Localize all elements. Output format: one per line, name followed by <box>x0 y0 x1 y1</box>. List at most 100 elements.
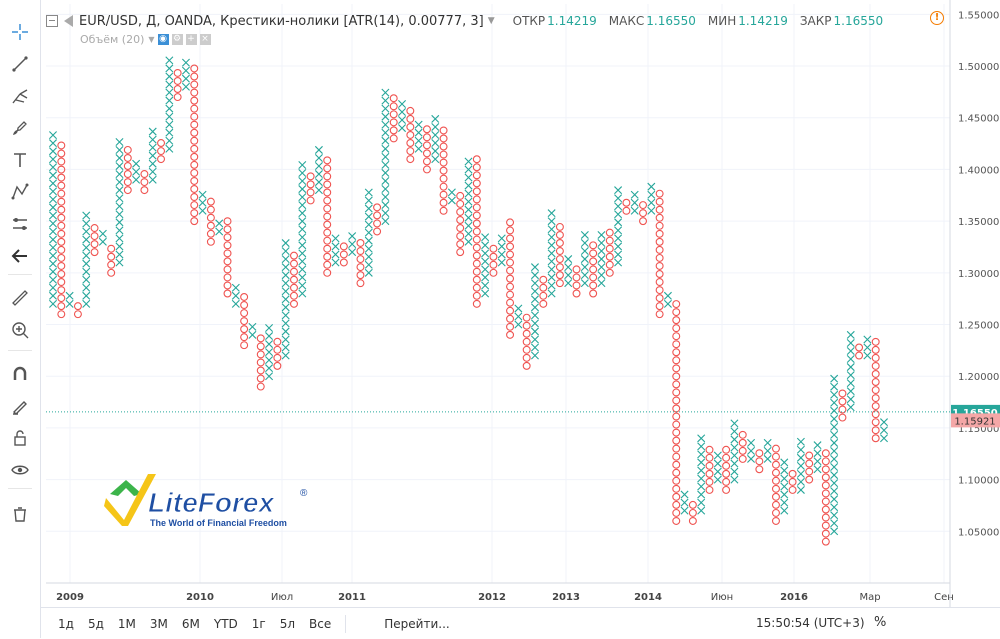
clock[interactable]: 15:50:54 (UTC+3) <box>756 616 865 630</box>
timeframe-button[interactable]: 5л <box>279 616 296 631</box>
timeframe-button[interactable]: Все <box>309 616 332 631</box>
timeframe-button[interactable]: 3М <box>149 616 168 631</box>
o-mark <box>672 444 681 453</box>
collapse-icon[interactable] <box>46 15 58 27</box>
plus-icon[interactable]: + <box>185 33 197 45</box>
x-tick-label: 2013 <box>552 592 580 603</box>
trend-line-icon[interactable] <box>6 50 34 78</box>
x-mark <box>115 186 124 195</box>
x-mark <box>132 175 141 184</box>
x-mark <box>181 82 190 91</box>
o-mark <box>672 484 681 493</box>
o-mark <box>472 275 481 284</box>
o-mark <box>140 186 149 195</box>
symbol-title[interactable]: EUR/USD, Д, OANDA, Крестики-нолики [ATR(… <box>79 13 484 29</box>
timeframe-button[interactable]: YTD <box>213 616 238 631</box>
x-mark <box>98 237 107 246</box>
warning-icon[interactable]: ! <box>930 11 944 25</box>
o-mark <box>855 343 864 352</box>
chevron-down-icon[interactable]: ▼ <box>487 16 495 26</box>
timeframe-button[interactable]: 1д <box>58 616 74 631</box>
settings-icon[interactable]: ⚙ <box>171 33 183 45</box>
magnet-icon[interactable] <box>6 360 34 388</box>
volume-label[interactable]: Объём (20) <box>80 32 145 46</box>
timeframe-button[interactable]: 5д <box>87 616 104 631</box>
x-mark <box>115 210 124 219</box>
x-mark <box>48 235 58 244</box>
o-mark <box>472 179 481 188</box>
eye-icon[interactable]: ◉ <box>157 33 169 45</box>
o-mark <box>389 118 398 127</box>
x-mark <box>547 241 556 250</box>
x-mark <box>281 327 290 336</box>
previous-price-badge <box>951 413 1000 428</box>
x-mark <box>48 147 58 156</box>
o-mark <box>339 258 348 267</box>
x-mark <box>614 186 623 195</box>
o-mark <box>672 420 681 429</box>
o-mark <box>871 337 880 346</box>
percent-scale-button[interactable]: % <box>874 615 887 630</box>
o-mark <box>206 205 215 214</box>
o-mark <box>57 165 66 174</box>
x-mark <box>680 490 689 499</box>
timeframe-button[interactable]: 1г <box>251 616 266 631</box>
x-mark <box>431 147 440 156</box>
x-mark <box>464 181 473 190</box>
o-column <box>73 302 82 319</box>
o-mark <box>688 516 697 525</box>
pattern-icon[interactable] <box>6 178 34 206</box>
o-mark <box>323 236 332 245</box>
o-mark <box>722 445 731 454</box>
x-mark <box>830 471 839 480</box>
x-mark <box>364 268 373 277</box>
x-mark <box>381 104 390 113</box>
chevron-down-icon[interactable]: ▼ <box>148 34 155 44</box>
o-mark <box>871 361 880 370</box>
x-mark <box>381 144 390 153</box>
x-column <box>364 188 373 277</box>
x-mark <box>115 146 124 155</box>
eye-icon[interactable] <box>6 456 34 484</box>
o-mark <box>389 134 398 143</box>
pitchfork-icon[interactable] <box>6 82 34 110</box>
text-icon[interactable] <box>6 146 34 174</box>
x-mark <box>763 438 772 447</box>
zoom-icon[interactable] <box>6 316 34 344</box>
x-mark <box>780 466 789 475</box>
trash-icon[interactable] <box>6 500 34 528</box>
brush-icon[interactable] <box>6 114 34 142</box>
o-mark <box>73 310 82 319</box>
o-mark <box>805 451 814 460</box>
x-mark <box>364 212 373 221</box>
x-mark <box>298 257 307 266</box>
x-mark <box>514 312 523 321</box>
ruler-icon[interactable] <box>6 284 34 312</box>
x-mark <box>165 136 174 145</box>
x-mark <box>265 348 274 357</box>
goto-date-button[interactable]: Перейти... <box>384 616 450 631</box>
o-mark <box>389 94 398 103</box>
close-icon[interactable]: × <box>199 33 211 45</box>
back-arrow-icon[interactable] <box>6 242 34 270</box>
timeframe-button[interactable]: 6М <box>181 616 200 631</box>
x-mark <box>530 343 539 352</box>
lock-icon[interactable] <box>6 424 34 452</box>
o-mark <box>688 500 697 509</box>
flag-icon[interactable] <box>64 15 73 27</box>
o-mark <box>639 201 647 210</box>
x-mark <box>647 198 656 207</box>
o-mark <box>555 271 564 280</box>
lock-drawing-icon[interactable] <box>6 392 34 420</box>
x-tick-label: 2014 <box>634 592 662 603</box>
crosshair-icon[interactable] <box>6 18 34 46</box>
low-value: 1.14219 <box>738 14 788 28</box>
o-mark <box>356 247 365 256</box>
prediction-icon[interactable] <box>6 210 34 238</box>
x-mark <box>530 295 539 304</box>
x-mark <box>115 250 124 259</box>
o-mark <box>90 248 99 257</box>
o-mark <box>489 252 498 261</box>
timeframe-button[interactable]: 1М <box>117 616 136 631</box>
